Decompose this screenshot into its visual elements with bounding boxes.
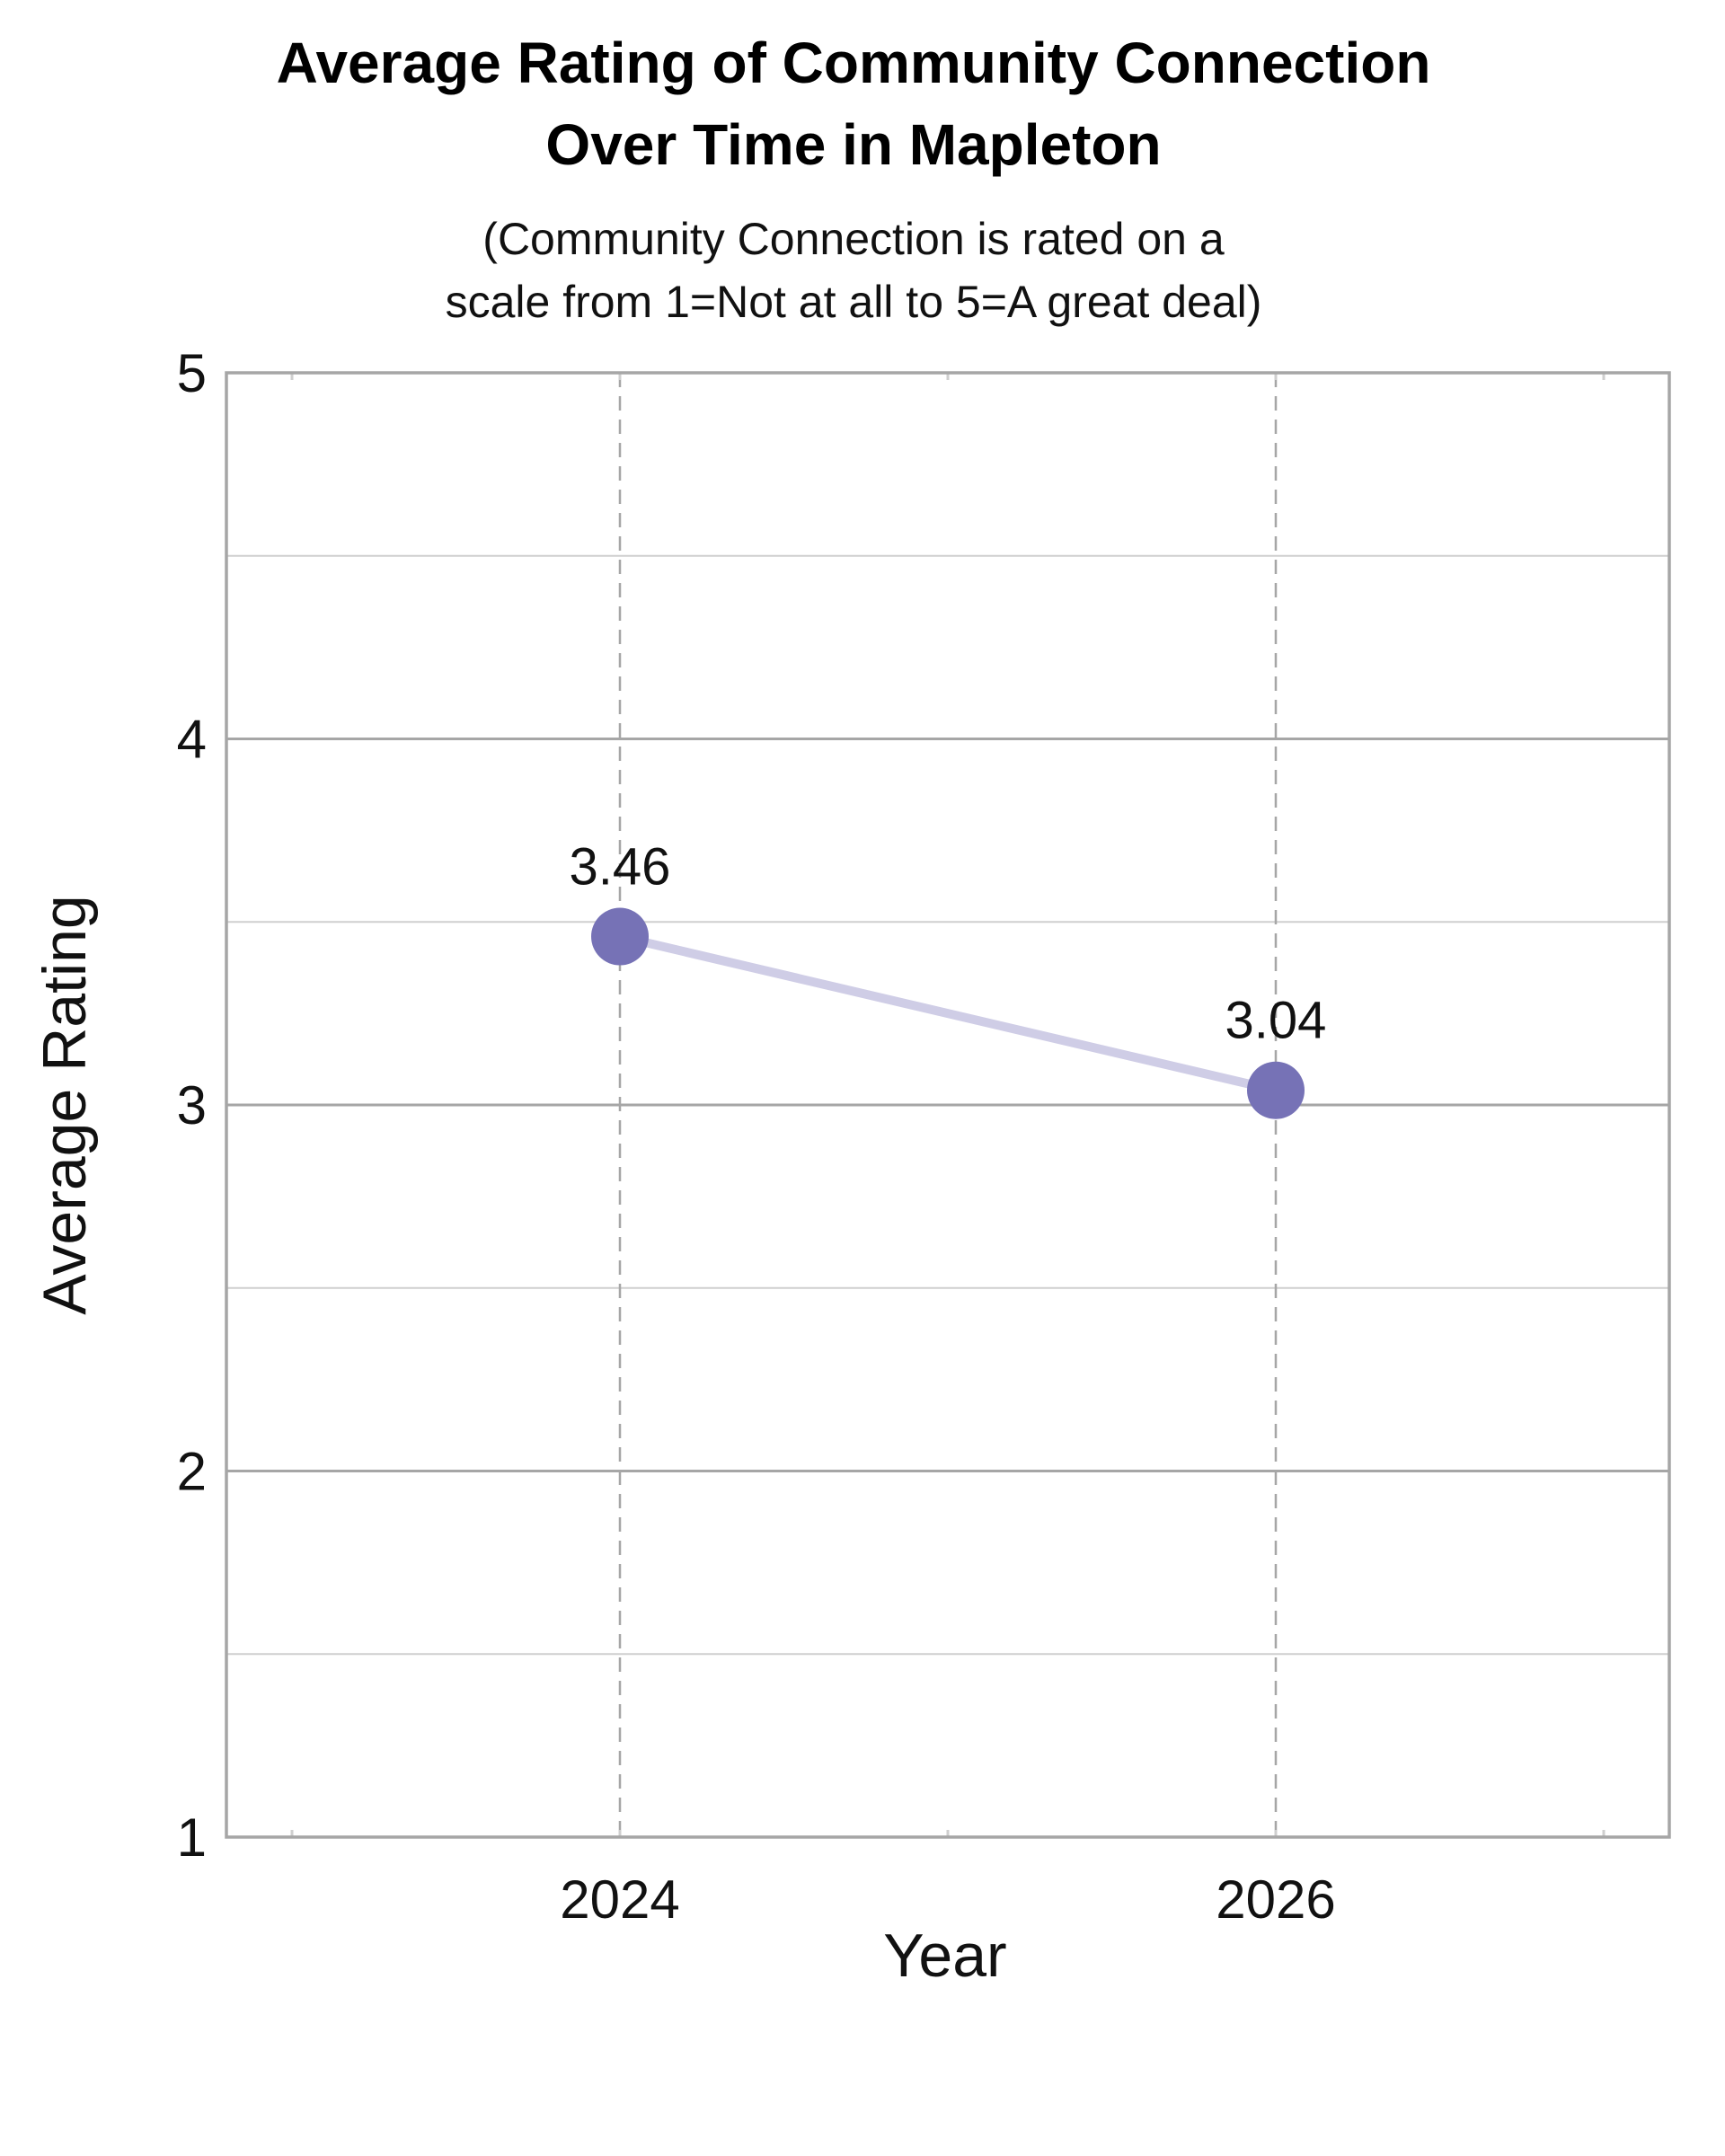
y-tick-label: 3 [177,1075,207,1135]
data-point [1247,1061,1305,1119]
data-label: 3.04 [1225,992,1327,1050]
x-axis-ticks: 2024 2026 [560,1869,1335,1930]
y-tick-label: 5 [177,343,207,403]
x-tick-label: 2026 [1216,1869,1335,1930]
y-tick-label: 1 [177,1807,207,1868]
x-axis-label: Year [883,1922,1006,1990]
chart-subtitle-line-2: scale from 1=Not at all to 5=A great dea… [446,277,1262,327]
chart-subtitle-line-1: (Community Connection is rated on a [482,214,1225,264]
series-line [615,932,1280,1095]
series-average-rating: 3.46 3.04 [570,838,1327,1119]
data-label: 3.46 [570,838,671,897]
y-axis-label: Average Rating [31,895,99,1315]
y-tick-label: 2 [177,1442,207,1502]
x-tick-label: 2024 [560,1869,679,1930]
chart-title-line-1: Average Rating of Community Connection [277,31,1431,95]
grid-lines [226,373,1669,1837]
y-tick-label: 4 [177,710,207,770]
y-axis-ticks: 1 2 3 4 5 [177,343,207,1868]
plot-border [225,371,1671,1839]
data-point [591,907,649,966]
plot-frame [225,371,1671,1839]
chart-title-line-2: Over Time in Mapleton [545,112,1161,177]
